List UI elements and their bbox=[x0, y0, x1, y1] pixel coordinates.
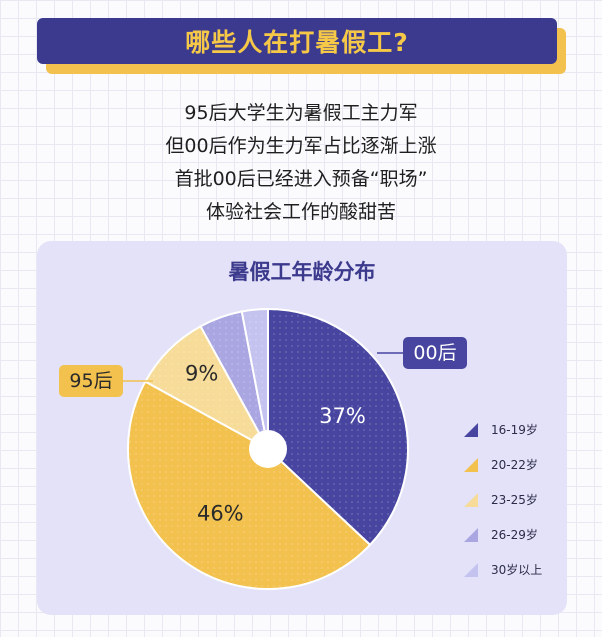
pie-slice-texture-3 bbox=[145, 326, 268, 449]
intro-line: 首批00后已经进入预备“职场” bbox=[174, 168, 428, 190]
chart-title: 暑假工年龄分布 bbox=[228, 260, 376, 284]
legend-swatch-icon bbox=[464, 528, 478, 542]
pie-value-label-2: 46% bbox=[197, 502, 244, 526]
legend-swatch-icon bbox=[464, 563, 478, 577]
intro-line: 但00后作为生力军占比逐渐上涨 bbox=[165, 135, 437, 157]
pie-slice-texture-4 bbox=[200, 311, 268, 449]
intro-text: 95后大学生为暑假工主力军 但00后作为生力军占比逐渐上涨 首批00后已经进入预… bbox=[0, 97, 602, 229]
legend-item-2: 20-22岁 bbox=[464, 457, 542, 492]
pie-value-label-1: 37% bbox=[319, 404, 366, 428]
legend-swatch-icon bbox=[464, 493, 478, 507]
legend-label: 16-19岁 bbox=[491, 423, 538, 437]
legend-label: 26-29岁 bbox=[491, 528, 538, 542]
intro-line: 95后大学生为暑假工主力军 bbox=[184, 102, 418, 124]
page-title: 哪些人在打暑假工? bbox=[185, 28, 409, 57]
legend-label: 23-25岁 bbox=[491, 493, 538, 507]
legend-swatch-icon bbox=[464, 458, 478, 472]
pie-center-hole bbox=[249, 430, 287, 468]
legend-item-1: 16-19岁 bbox=[464, 422, 542, 457]
callout-95: 95后 bbox=[59, 365, 123, 397]
legend-item-3: 23-25岁 bbox=[464, 492, 542, 527]
pie-slice-texture-1 bbox=[268, 309, 409, 545]
legend-item-4: 26-29岁 bbox=[464, 527, 542, 562]
callout-00: 00后 bbox=[403, 337, 467, 369]
chart-panel: 暑假工年龄分布 37% 46% 9% 00后 95后 16-19岁 20-22岁 23-… bbox=[37, 241, 567, 615]
pie-chart: 37% 46% 9% bbox=[123, 307, 410, 591]
legend-swatch-icon bbox=[464, 423, 478, 437]
pie-slice-texture-5 bbox=[241, 309, 268, 449]
chart-legend: 16-19岁 20-22岁 23-25岁 26-29岁 30岁以上 bbox=[464, 422, 542, 597]
title-banner: 哪些人在打暑假工? bbox=[37, 18, 557, 64]
pie-slice-texture-2 bbox=[127, 381, 371, 590]
pie-value-label-3: 9% bbox=[185, 362, 218, 386]
intro-line: 体验社会工作的酸甜苦 bbox=[205, 201, 396, 223]
legend-label: 30岁以上 bbox=[491, 563, 543, 577]
legend-label: 20-22岁 bbox=[491, 458, 538, 472]
legend-item-5: 30岁以上 bbox=[464, 562, 542, 597]
